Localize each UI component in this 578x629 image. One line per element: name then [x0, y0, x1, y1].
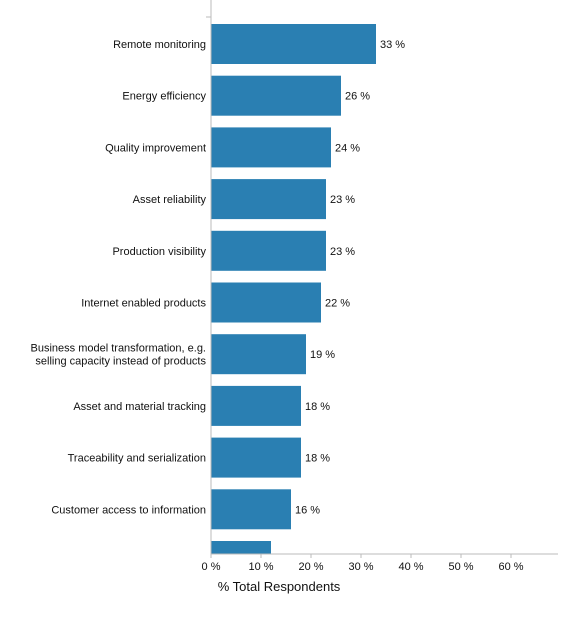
- bar-6: [211, 334, 306, 375]
- bar-9: [211, 489, 291, 530]
- category-label-6-line-0: Business model transformation, e.g.: [31, 343, 206, 355]
- category-label-8: Traceability and serialization: [68, 453, 206, 465]
- bar-7: [211, 385, 301, 426]
- bar-1: [211, 75, 341, 116]
- bar-3: [211, 179, 326, 220]
- x-tick-label-0: 0 %: [202, 561, 221, 573]
- x-tick-label-6: 60 %: [498, 561, 523, 573]
- value-label-4: 23 %: [330, 246, 355, 258]
- bar-10: [211, 541, 271, 554]
- value-label-7: 18 %: [305, 401, 330, 413]
- x-tick-label-5: 50 %: [448, 561, 473, 573]
- value-label-5: 22 %: [325, 298, 350, 310]
- category-label-9: Customer access to information: [51, 504, 206, 516]
- category-labels-layer: Remote monitoring Energy efficiency Qualit…: [31, 39, 207, 516]
- x-axis-title: % Total Respondents: [218, 579, 341, 594]
- value-label-3: 23 %: [330, 194, 355, 206]
- bar-5: [211, 282, 321, 323]
- category-label-5: Internet enabled products: [81, 298, 206, 310]
- category-label-2: Quality improvement: [105, 142, 206, 154]
- x-tick-label-2: 20 %: [298, 561, 323, 573]
- category-label-7: Asset and material tracking: [73, 401, 206, 413]
- category-label-0: Remote monitoring: [113, 39, 206, 51]
- category-label-1: Energy efficiency: [122, 91, 206, 103]
- category-label-4: Production visibility: [112, 246, 206, 258]
- value-labels-layer: 33 % 26 % 24 % 23 % 23 % 22 % 19 % 18 % 18 % 16 %: [295, 39, 405, 516]
- category-label-6-line-1: selling capacity instead of products: [35, 356, 206, 368]
- value-label-2: 24 %: [335, 142, 360, 154]
- value-label-8: 18 %: [305, 453, 330, 465]
- bar-2: [211, 127, 331, 168]
- value-label-9: 16 %: [295, 504, 320, 516]
- value-label-0: 33 %: [380, 39, 405, 51]
- x-tick-label-3: 30 %: [348, 561, 373, 573]
- category-label-3: Asset reliability: [133, 194, 207, 206]
- bar-8: [211, 437, 301, 478]
- x-tick-label-4: 40 %: [398, 561, 423, 573]
- bars-layer: [211, 24, 376, 554]
- x-axis: 0 % 10 % 20 % 30 % 40 % 50 % 60 %: [202, 0, 558, 573]
- bar-4: [211, 230, 326, 271]
- value-label-1: 26 %: [345, 91, 370, 103]
- value-label-6: 19 %: [310, 349, 335, 361]
- bar-0: [211, 24, 376, 64]
- x-tick-label-1: 10 %: [248, 561, 273, 573]
